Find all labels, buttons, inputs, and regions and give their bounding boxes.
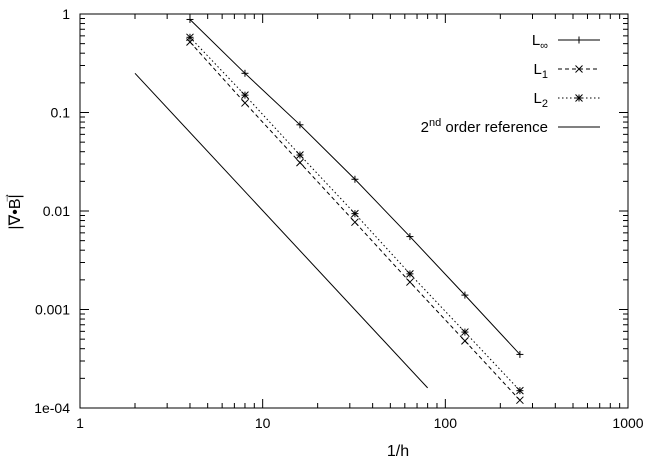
legend-marker	[575, 36, 583, 44]
series-2	[186, 33, 524, 395]
series-layer	[134, 15, 524, 405]
y-tick-label: 0.001	[35, 302, 70, 318]
legend-label: L∞	[532, 32, 548, 52]
data-point	[351, 175, 359, 183]
data-point	[406, 270, 414, 278]
plot-axes: 1 10 100 1000 1e-04 0.001 0.01 0.1 1	[34, 6, 644, 431]
data-point	[516, 386, 524, 395]
legend-label: L1	[534, 61, 548, 81]
legend-label: L2	[534, 90, 548, 110]
x-axis-label: 1/h	[387, 443, 409, 460]
y-tick-label: 0.1	[51, 105, 71, 121]
data-point	[516, 350, 524, 358]
data-point	[516, 396, 524, 405]
series-0	[186, 15, 524, 358]
data-point	[296, 121, 304, 129]
y-axis-label: |∇•B|	[7, 194, 24, 229]
x-tick-label: 10	[255, 415, 271, 431]
data-point	[351, 209, 359, 218]
legend: L∞ L1 L2 2nd order reference	[421, 32, 600, 136]
data-point	[461, 328, 469, 336]
x-tick-label: 1	[76, 415, 84, 431]
data-point	[186, 15, 194, 23]
data-point	[461, 337, 469, 345]
y-tick-label: 0.01	[43, 203, 70, 219]
data-point	[241, 69, 249, 77]
data-point	[406, 278, 414, 286]
data-point	[296, 151, 304, 159]
series-1	[186, 38, 524, 405]
data-point	[241, 91, 249, 100]
x-tick-label: 100	[434, 415, 458, 431]
data-point	[351, 218, 359, 227]
data-point	[461, 291, 469, 299]
x-tick-label: 1000	[612, 415, 643, 431]
series-line	[189, 41, 521, 401]
legend-marker	[575, 65, 583, 73]
vector-arrow-icon: →	[0, 192, 12, 204]
data-point	[241, 99, 249, 107]
data-point	[186, 33, 194, 42]
data-point	[406, 233, 414, 241]
data-point	[296, 158, 304, 167]
y-tick-label: 1e-04	[34, 400, 70, 416]
legend-marker	[575, 94, 583, 102]
y-axis-label-group: |∇•B| →	[0, 192, 24, 230]
series-line	[189, 19, 521, 355]
series-line	[134, 72, 428, 389]
series-3	[134, 72, 428, 389]
y-tick-label: 1	[62, 6, 70, 22]
legend-label: 2nd order reference	[421, 117, 548, 136]
